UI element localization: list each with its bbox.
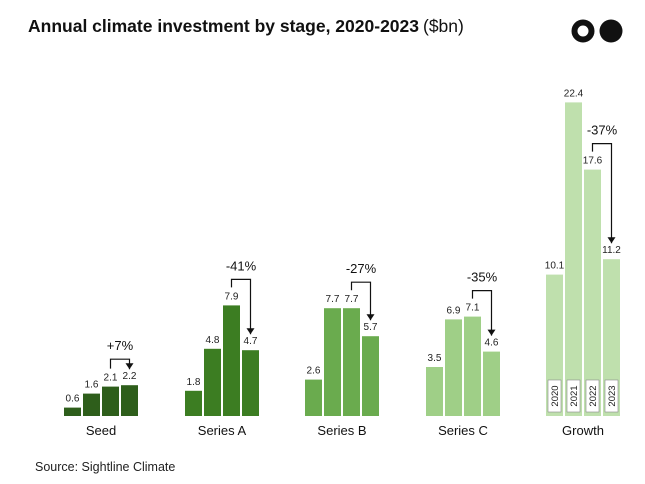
data-label-series-b-2020: 2.6: [307, 366, 321, 377]
bar-series-b-2021: [324, 308, 341, 416]
bar-series-a-2022: [223, 305, 240, 416]
change-bracket-series-b: [350, 281, 372, 321]
change-arrow-series-c: [487, 329, 496, 336]
data-label-series-a-2022: 7.9: [225, 291, 239, 302]
year-label-2020: 2020: [550, 385, 561, 406]
bar-series-a-2020: [185, 390, 202, 416]
data-label-growth-2023: 11.2: [602, 245, 621, 256]
change-bracket-growth: [591, 143, 613, 244]
data-label-series-c-2020: 3.5: [428, 353, 442, 364]
source-note: Source: Sightline Climate: [35, 460, 176, 474]
bar-series-c-2023: [483, 351, 500, 416]
bar-series-b-2022: [343, 308, 360, 416]
data-label-series-c-2021: 6.9: [447, 305, 461, 316]
change-label-series-a: -41%: [226, 258, 257, 273]
bar-growth-2021: [565, 102, 582, 417]
year-label-box-2021: [566, 379, 581, 413]
category-label-series-c: Series C: [438, 423, 488, 438]
category-label-series-a: Series A: [198, 423, 247, 438]
data-label-growth-2020: 10.1: [545, 261, 565, 272]
bar-series-b-2020: [305, 379, 322, 416]
bar-series-c-2022: [464, 316, 481, 416]
bar-seed-2020: [64, 407, 81, 416]
change-arrow-seed: [125, 363, 134, 370]
year-label-box-2023: [604, 379, 619, 413]
data-label-growth-2022: 17.6: [583, 156, 603, 167]
bar-seed-2022: [102, 386, 119, 416]
bar-series-c-2020: [426, 367, 443, 416]
data-label-series-b-2022: 7.7: [345, 294, 359, 305]
chart-title-text: Annual climate investment by stage, 2020…: [28, 16, 419, 36]
change-arrow-series-b: [366, 314, 375, 321]
change-arrow-series-a: [246, 328, 255, 335]
data-label-seed-2020: 0.6: [66, 394, 80, 405]
data-label-series-b-2023: 5.7: [364, 322, 378, 333]
data-label-series-b-2021: 7.7: [326, 294, 340, 305]
data-label-seed-2023: 2.2: [123, 371, 137, 382]
data-label-growth-2021: 22.4: [564, 88, 584, 99]
year-label-2022: 2022: [588, 385, 599, 406]
category-label-series-b: Series B: [317, 423, 366, 438]
data-label-series-a-2023: 4.7: [244, 336, 258, 347]
year-label-2023: 2023: [607, 385, 618, 406]
category-label-growth: Growth: [562, 423, 604, 438]
data-label-seed-2021: 1.6: [85, 380, 99, 391]
bar-seed-2021: [83, 393, 100, 416]
year-label-box-2022: [585, 379, 600, 413]
change-label-growth: -37%: [587, 123, 618, 138]
bar-series-a-2023: [242, 350, 259, 416]
bar-series-c-2021: [445, 319, 462, 416]
change-label-series-c: -35%: [467, 270, 498, 285]
data-label-series-a-2021: 4.8: [206, 335, 220, 346]
chart-unit: ($bn): [423, 16, 464, 36]
change-label-seed: +7%: [107, 338, 134, 353]
bar-series-b-2023: [362, 336, 379, 416]
data-label-seed-2022: 2.1: [104, 373, 118, 384]
two-circles-logo-icon: [571, 19, 623, 43]
data-label-series-a-2020: 1.8: [187, 377, 201, 388]
data-label-series-c-2023: 4.6: [485, 338, 499, 349]
year-label-box-2020: [547, 379, 562, 413]
bar-growth-2023: [603, 259, 620, 416]
change-bracket-series-a: [230, 278, 252, 335]
bar-seed-2023: [121, 385, 138, 416]
chart-title: Annual climate investment by stage, 2020…: [28, 16, 464, 37]
change-arrow-growth: [607, 237, 616, 244]
year-label-2021: 2021: [569, 385, 580, 406]
change-bracket-series-c: [471, 290, 493, 336]
change-label-series-b: -27%: [346, 261, 377, 276]
bar-growth-2022: [584, 169, 601, 416]
bar-series-a-2021: [204, 348, 221, 416]
data-label-series-c-2022: 7.1: [466, 303, 480, 314]
category-label-seed: Seed: [86, 423, 116, 438]
